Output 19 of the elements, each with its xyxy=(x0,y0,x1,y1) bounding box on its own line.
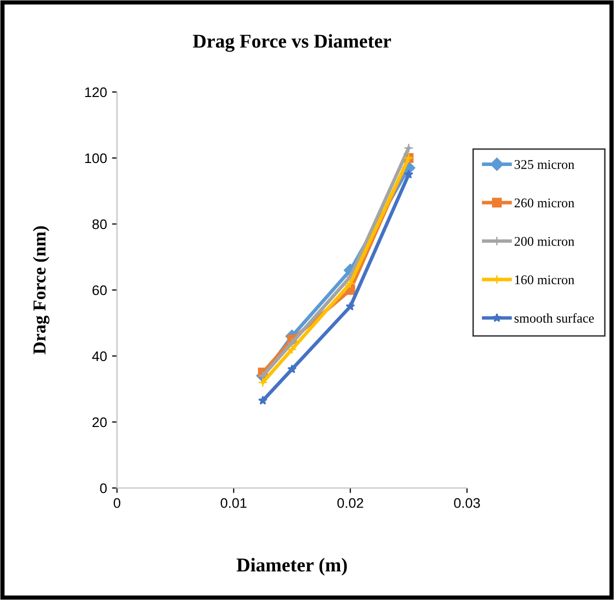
y-tick-label: 100 xyxy=(85,153,107,164)
x-tick-label: 0 xyxy=(114,498,120,508)
chart-title: Drag Force vs Diameter xyxy=(192,34,392,52)
legend-label: 200 micron xyxy=(514,236,574,246)
y-tick-label: 120 xyxy=(85,87,107,98)
y-axis-title: Drag Force (nm) xyxy=(32,226,50,354)
y-tick-label: 80 xyxy=(92,219,107,230)
legend-label: 160 micron xyxy=(515,275,574,284)
y-tick-label: 20 xyxy=(92,417,107,428)
y-tick-label: 60 xyxy=(92,285,107,296)
legend-label: 325 micron xyxy=(514,160,574,169)
y-tick-label: 40 xyxy=(92,351,107,362)
x-axis-title: Diameter (m) xyxy=(236,558,347,576)
legend-label: 260 micron xyxy=(514,198,574,208)
y-tick-label: 0 xyxy=(100,483,107,494)
x-tick-label: 0.01 xyxy=(220,498,247,508)
x-tick-label: 0.03 xyxy=(454,498,480,508)
x-tick-label: 0.02 xyxy=(337,498,364,508)
legend-label: smooth surface xyxy=(514,313,594,323)
